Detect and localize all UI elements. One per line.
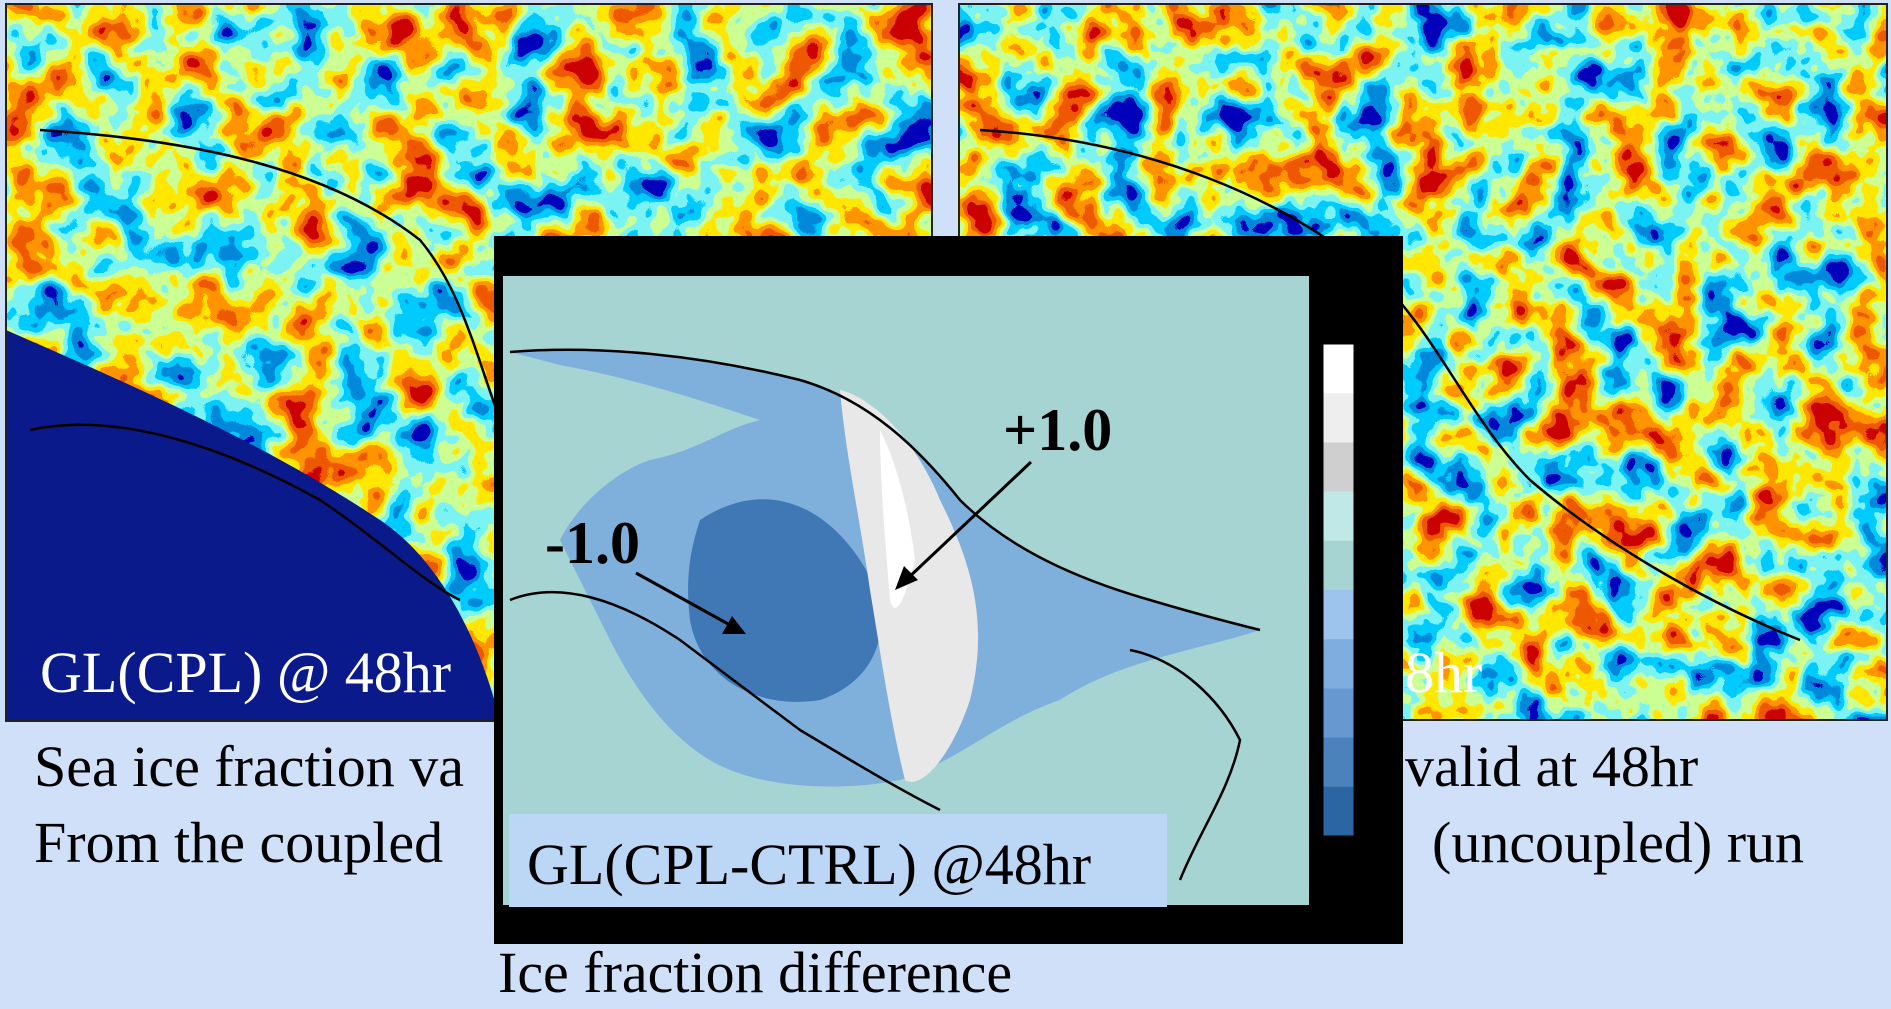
colorbar-label: 4 (1359, 486, 1365, 498)
colorbar-segment (1323, 738, 1354, 788)
annotation: -1.0 (545, 510, 640, 576)
colorbar-label: 6 (1359, 436, 1365, 448)
slide: GL(CPL) @ 48hr 8hr Sea ice fraction va F… (0, 0, 1891, 1004)
colorbar-label: -6 (1359, 732, 1369, 744)
colorbar-segment (1323, 688, 1354, 738)
figure-caption: Ice fraction difference (498, 940, 1012, 1004)
colorbar-label: -8 (1359, 781, 1369, 793)
annotation: +1.0 (1003, 397, 1112, 463)
colorbar-label: -0 (1359, 584, 1369, 596)
colorbar-label: 2 (1359, 535, 1365, 547)
caption-line: From the coupled (34, 810, 443, 875)
colorbar-label: 10 (1359, 338, 1371, 350)
inset: 10 8 6 4 2 -0 -2 -4 -6 -8 -10 GL(CPL-CTRL) @48hr +… (494, 236, 1403, 944)
colorbar-label: 8 (1359, 387, 1365, 399)
colorbar-segment (1323, 492, 1354, 542)
panel-label: 8hr (1405, 640, 1482, 705)
colorbar-segment (1323, 787, 1354, 837)
colorbar-label: -10 (1359, 830, 1375, 842)
panel-label: GL(CPL) @ 48hr (40, 640, 451, 705)
colorbar-segment (1323, 590, 1354, 640)
colorbar-segment (1323, 639, 1354, 689)
colorbar-label: -4 (1359, 682, 1369, 694)
colorbar-label: -2 (1359, 633, 1369, 645)
caption-line: valid at 48hr (1405, 734, 1698, 799)
inset-title: GL(CPL-CTRL) @48hr (527, 832, 1091, 897)
colorbar-segment (1323, 393, 1354, 443)
colorbar-segment (1323, 442, 1354, 492)
colorbar-segment (1323, 541, 1354, 591)
colorbar-segment (1323, 344, 1354, 394)
caption-line: Sea ice fraction va (34, 734, 464, 799)
caption-line: (uncoupled) run (1432, 810, 1804, 875)
